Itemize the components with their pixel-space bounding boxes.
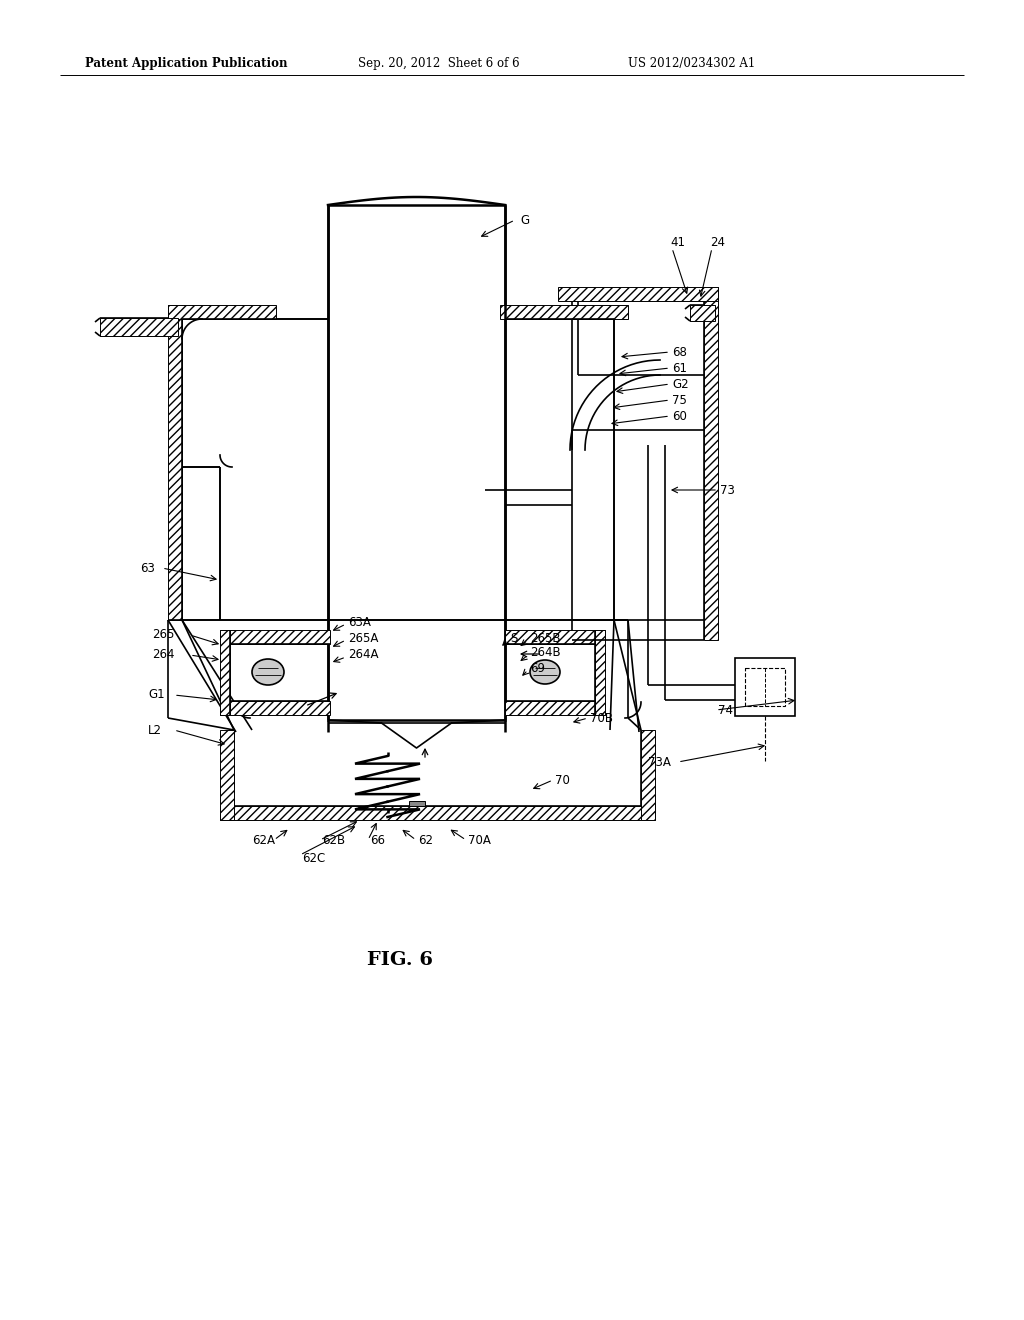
Text: 265A: 265A [348,631,379,644]
Bar [220,630,330,644]
Text: 264A: 264A [348,648,379,661]
Text: 70: 70 [555,774,570,787]
Text: 68: 68 [672,346,687,359]
Bar [328,205,505,719]
Text: G2: G2 [672,378,688,391]
Bar [558,286,718,301]
Text: US 2012/0234302 A1: US 2012/0234302 A1 [628,57,756,70]
Bar [220,730,234,820]
Bar [641,730,655,820]
Text: Sep. 20, 2012  Sheet 6 of 6: Sep. 20, 2012 Sheet 6 of 6 [358,57,519,70]
Bar [168,305,276,319]
Text: 69: 69 [530,661,545,675]
Text: 62B: 62B [322,833,345,846]
Text: G1: G1 [148,689,165,701]
Text: L2: L2 [148,723,162,737]
Bar [409,801,425,807]
Bar [100,318,178,337]
Text: 66: 66 [370,833,385,846]
Ellipse shape [252,659,284,685]
Bar [168,305,182,620]
Text: S: S [510,631,517,644]
Bar [505,701,605,715]
Text: 62A: 62A [252,833,275,846]
Bar [220,630,230,715]
Bar [745,668,785,706]
Text: 24: 24 [710,236,725,249]
Text: 63A: 63A [348,615,371,628]
Text: 75: 75 [672,393,687,407]
Text: 41: 41 [670,236,685,249]
Ellipse shape [530,660,560,684]
Bar [505,319,614,620]
Text: 61: 61 [672,362,687,375]
Text: FIG. 6: FIG. 6 [367,950,433,969]
Text: 73A: 73A [648,755,671,768]
Bar [220,807,655,820]
Text: 265B: 265B [530,631,560,644]
Bar [182,319,328,620]
Text: 70A: 70A [468,833,490,846]
Bar [690,305,715,321]
Bar [500,305,628,319]
Text: 74: 74 [718,704,733,717]
Text: G: G [520,214,529,227]
Text: 265: 265 [152,628,174,642]
Text: 264: 264 [152,648,174,661]
Bar [595,630,605,715]
Bar [735,657,795,715]
Bar [705,286,718,640]
Text: 62: 62 [418,833,433,846]
Text: 73: 73 [720,483,735,496]
Text: 60: 60 [672,409,687,422]
Text: Patent Application Publication: Patent Application Publication [85,57,288,70]
Text: 264B: 264B [530,647,560,660]
Bar [220,701,330,715]
Text: 63: 63 [140,561,155,574]
Bar [505,630,605,644]
Text: 62C: 62C [302,851,326,865]
Text: 70B: 70B [590,711,613,725]
